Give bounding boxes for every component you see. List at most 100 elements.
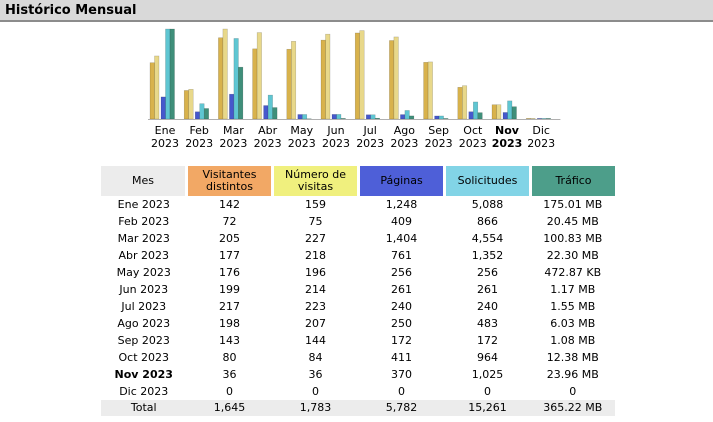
header-solicitudes: Solicitudes [444,166,532,196]
total-trafico: 365.22 MB [530,400,615,416]
total-visitas: 1,783 [272,400,359,416]
month-year: 2023 [287,137,316,150]
bar-visitantes [457,87,463,120]
cell-paginas: 172 [391,334,412,347]
month-name: May [290,124,314,137]
cell-trafico: 1.55 MB [550,300,596,313]
bar-solicitudes [199,103,205,120]
bar-visitantes [354,32,360,120]
cell-solicitudes: 240 [477,300,498,313]
cell-visitantes: 142 [219,198,240,211]
cell-visitantes: 177 [219,249,240,262]
bar-solicitudes [233,38,239,120]
bar-paginas [263,105,269,120]
cell-visitas: 223 [305,300,326,313]
month-label: Oct 2023 [453,124,493,150]
bar-visitas [325,33,331,120]
table-row: Dic 2023 0 0 0 0 0 [101,383,615,400]
bar-paginas [434,115,440,120]
cell-mes: Abr 2023 [118,249,170,262]
month-year: 2023 [527,137,556,150]
table-row: Oct 2023 80 84 411 964 12.38 MB [101,349,615,366]
cell-trafico: 100.83 MB [543,232,603,245]
cell-paginas: 761 [391,249,412,262]
bar-paginas [502,112,508,120]
cell-paginas: 411 [391,351,412,364]
cell-solicitudes: 1,025 [471,368,504,381]
cell-visitantes: 0 [226,385,233,398]
cell-visitas: 84 [308,351,323,364]
month-label: Sep 2023 [419,124,459,150]
monthly-history-chart: Ene 2023 Feb 2023 Mar 2023 Abr 2023 May 2023 Jun 20… [0,24,713,152]
month-label: Abr 2023 [248,124,288,150]
bar-visitantes [423,62,429,120]
bar-solicitudes [404,110,410,120]
cell-visitantes: 176 [219,266,240,279]
cell-solicitudes: 0 [484,385,491,398]
cell-trafico: 472.87 KB [544,266,602,279]
bar-trafico [511,106,517,120]
table-row: Sep 2023 143 144 172 172 1.08 MB [101,332,615,349]
month-label: Dic 2023 [521,124,561,150]
bar-visitas [154,55,160,120]
cell-visitas: 218 [305,249,326,262]
bar-paginas [229,93,235,120]
header-trafico: Tráfico [530,166,615,196]
bar-visitas [222,28,228,120]
bar-trafico [272,107,278,120]
bar-solicitudes [370,114,376,120]
month-year: 2023 [322,137,350,150]
month-label: Ago 2023 [384,124,424,150]
cell-visitantes: 143 [219,334,240,347]
table-row: Jul 2023 217 223 240 240 1.55 MB [101,298,615,315]
cell-paginas: 240 [391,300,412,313]
cell-trafico: 6.03 MB [550,317,596,330]
cell-visitas: 196 [305,266,326,279]
table-row: Ago 2023 198 207 250 483 6.03 MB [101,315,615,332]
cell-visitas: 75 [308,215,323,228]
cell-mes: Jul 2023 [121,300,167,313]
total-label: Total [101,400,187,416]
bar-trafico [340,118,346,120]
cell-trafico: 23.96 MB [546,368,599,381]
bar-visitas [256,32,262,120]
bar-visitantes [491,104,497,120]
cell-solicitudes: 483 [477,317,498,330]
bar-trafico [203,108,209,120]
bar-visitantes [218,37,224,120]
cell-mes: Nov 2023 [114,368,173,381]
bar-chart [148,28,561,120]
bar-visitantes [286,48,292,120]
cell-visitas: 159 [305,198,326,211]
header-paginas: Páginas [358,166,446,196]
month-name: Mar [223,124,244,137]
bar-solicitudes [507,100,513,120]
cell-paginas: 250 [391,317,412,330]
bar-visitas [291,41,297,120]
month-year: 2023 [491,137,523,150]
month-year: 2023 [356,137,385,150]
table-row: Nov 2023 36 36 370 1,025 23.96 MB [101,366,615,383]
cell-paginas: 1,404 [385,232,418,245]
bar-visitas [462,85,468,120]
bar-visitas [427,61,433,120]
month-year: 2023 [424,137,453,150]
cell-visitas: 214 [305,283,326,296]
bar-trafico [443,118,449,120]
bar-visitantes [525,118,531,120]
cell-mes: Dic 2023 [119,385,169,398]
cell-trafico: 22.30 MB [546,249,599,262]
cell-visitas: 0 [312,385,319,398]
header-visitantes-distintos: Visitantes distintos [186,166,274,196]
monthly-stats-table: Mes Visitantes distintos Número de visit… [101,166,615,416]
cell-mes: Mar 2023 [117,232,170,245]
cell-visitas: 144 [305,334,326,347]
table-row: Jun 2023 199 214 261 261 1.17 MB [101,281,615,298]
cell-solicitudes: 5,088 [471,198,504,211]
cell-visitantes: 205 [219,232,240,245]
bar-paginas [536,118,542,120]
cell-visitantes: 199 [219,283,240,296]
cell-trafico: 1.08 MB [550,334,596,347]
table-total-row: Total 1,645 1,783 5,782 15,261 365.22 MB [101,400,615,416]
bar-trafico [545,118,551,120]
